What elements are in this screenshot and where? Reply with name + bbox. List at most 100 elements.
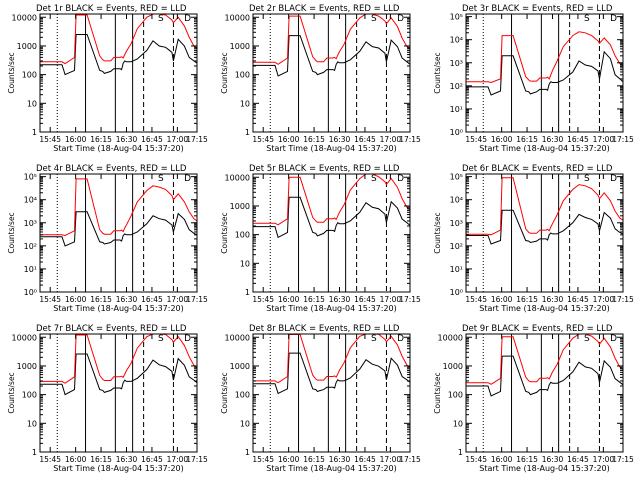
- y-tick-label: 1000: [230, 362, 250, 371]
- y-tick-label: 10⁵: [450, 173, 463, 182]
- y-axis-label: Counts/sec: [220, 52, 229, 93]
- x-tick-label: 17:00: [593, 455, 615, 464]
- y-tick-label: 10⁵: [450, 13, 463, 22]
- x-tick-label: 15:45: [39, 295, 61, 304]
- y-tick-label: 10⁵: [24, 173, 37, 182]
- marker-label: D: [397, 334, 404, 344]
- x-tick-label: 17:00: [167, 455, 189, 464]
- plot-frame: [465, 13, 624, 133]
- x-tick-label: 16:30: [542, 295, 564, 304]
- marker-label: S: [158, 174, 164, 184]
- y-tick-label: 10¹: [450, 265, 463, 274]
- x-tick-label: 16:15: [516, 295, 538, 304]
- x-axis-label: Start Time (18-Aug-04 15:37:20): [479, 464, 610, 473]
- x-tick-label: 16:45: [354, 455, 376, 464]
- x-tick-label: 16:00: [65, 135, 87, 144]
- panel-title: Det 7r BLACK = Events, RED = LLD: [36, 324, 187, 334]
- x-tick-label: 15:45: [465, 135, 487, 144]
- x-tick-label: 16:30: [116, 455, 138, 464]
- panel-title: Det 9r BLACK = Events, RED = LLD: [462, 324, 613, 334]
- x-tick-label: 17:00: [167, 135, 189, 144]
- y-tick-label: 10: [453, 419, 463, 428]
- marker-label: D: [610, 174, 617, 184]
- y-tick-label: 10000: [225, 173, 250, 182]
- x-tick-label: 16:00: [278, 455, 300, 464]
- x-tick-label: 17:15: [399, 295, 421, 304]
- y-tick-label: 100: [448, 391, 463, 400]
- plot-frame: [39, 333, 198, 453]
- y-axis-label: Counts/sec: [433, 52, 442, 93]
- panel-title: Det 5r BLACK = Events, RED = LLD: [249, 164, 400, 174]
- x-axis-label: Start Time (18-Aug-04 15:37:20): [53, 464, 184, 473]
- x-tick-label: 16:00: [278, 135, 300, 144]
- marker-label: D: [397, 174, 404, 184]
- y-tick-label: 10⁴: [450, 36, 463, 45]
- x-tick-label: 16:15: [90, 295, 112, 304]
- y-tick-label: 10000: [225, 13, 250, 22]
- y-axis-label: Counts/sec: [7, 212, 16, 253]
- plot-frame: [465, 173, 624, 293]
- marker-label: S: [371, 14, 377, 24]
- x-tick-label: 16:30: [542, 455, 564, 464]
- series-events: [40, 353, 198, 396]
- marker-label: S: [371, 174, 377, 184]
- marker-label: S: [371, 334, 377, 344]
- plot-frame: [465, 333, 624, 453]
- x-tick-label: 16:30: [329, 455, 351, 464]
- series-events: [466, 355, 624, 397]
- x-tick-label: 16:00: [65, 295, 87, 304]
- x-tick-label: 16:15: [90, 455, 112, 464]
- panel-title: Det 2r BLACK = Events, RED = LLD: [249, 4, 400, 14]
- y-tick-label: 10¹: [450, 105, 463, 114]
- y-tick-label: 10000: [12, 13, 37, 22]
- panel-title: Det 6r BLACK = Events, RED = LLD: [462, 164, 613, 174]
- x-tick-label: 16:30: [329, 135, 351, 144]
- x-tick-label: 15:45: [252, 135, 274, 144]
- plot-frame: [39, 173, 198, 293]
- panel-title: Det 8r BLACK = Events, RED = LLD: [249, 324, 400, 334]
- marker-label: S: [584, 14, 590, 24]
- x-tick-label: 17:15: [186, 135, 208, 144]
- y-axis-label: Counts/sec: [220, 372, 229, 413]
- x-tick-label: 16:30: [116, 295, 138, 304]
- x-tick-label: 16:15: [303, 455, 325, 464]
- x-tick-label: 17:00: [593, 135, 615, 144]
- y-axis-label: Counts/sec: [433, 372, 442, 413]
- y-tick-label: 10¹: [24, 265, 37, 274]
- x-tick-label: 17:15: [612, 455, 634, 464]
- x-tick-label: 16:45: [354, 295, 376, 304]
- series-events: [253, 352, 411, 395]
- x-tick-label: 17:15: [186, 295, 208, 304]
- x-tick-label: 15:45: [39, 135, 61, 144]
- y-axis-label: Counts/sec: [7, 372, 16, 413]
- y-tick-label: 10: [27, 419, 37, 428]
- x-tick-label: 16:15: [90, 135, 112, 144]
- y-tick-label: 1: [458, 448, 463, 457]
- y-tick-label: 10: [240, 419, 250, 428]
- x-tick-label: 16:00: [491, 455, 513, 464]
- y-tick-label: 100: [235, 391, 250, 400]
- x-tick-label: 16:45: [141, 295, 163, 304]
- x-tick-label: 15:45: [252, 455, 274, 464]
- y-tick-label: 10000: [438, 333, 463, 342]
- series-lld: [253, 173, 411, 226]
- series-lld: [253, 13, 411, 65]
- y-tick-label: 10²: [24, 242, 37, 251]
- y-tick-label: 10⁴: [450, 196, 463, 205]
- x-tick-label: 16:15: [303, 295, 325, 304]
- x-axis-label: Start Time (18-Aug-04 15:37:20): [266, 304, 397, 313]
- y-tick-label: 10³: [450, 59, 463, 68]
- x-tick-label: 16:30: [329, 295, 351, 304]
- y-tick-label: 1000: [17, 362, 37, 371]
- x-tick-label: 17:00: [167, 295, 189, 304]
- series-events: [466, 50, 624, 96]
- x-tick-label: 17:00: [380, 135, 402, 144]
- series-lld: [40, 13, 198, 65]
- marker-label: D: [184, 334, 191, 344]
